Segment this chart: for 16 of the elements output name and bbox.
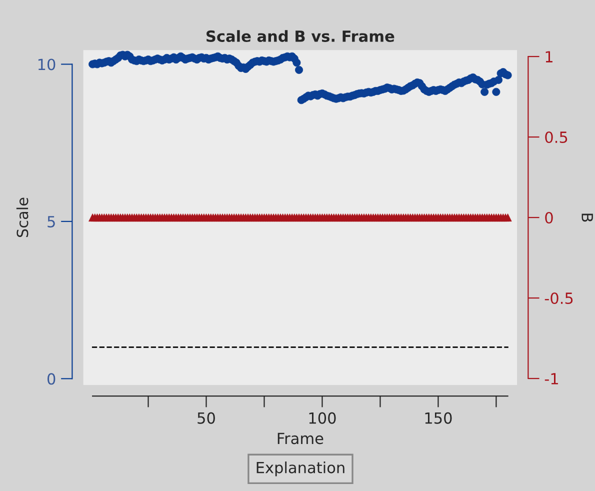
y2-tick-label: -0.5 [544,292,573,304]
y2-tick-label: 0.5 [545,131,568,144]
y-axis-title: Scale [16,198,28,238]
y2-tick-label: 1 [546,51,552,62]
x-axis-title: Frame [278,432,324,444]
y2-tick-label: -1 [544,373,558,384]
y-tick-label: 10 [38,58,56,70]
x-tick-label: 150 [425,412,452,424]
y-tick-label: 5 [48,216,55,228]
chart-title: Scale and B vs. Frame [206,30,394,42]
text: Explanation [256,462,344,476]
x-tick-label: 100 [309,412,336,424]
y2-axis-title: B [582,214,593,222]
x-tick-label: 50 [198,412,215,424]
y2-tick-label: 0 [545,212,553,224]
y-tick-label: 0 [48,373,56,385]
